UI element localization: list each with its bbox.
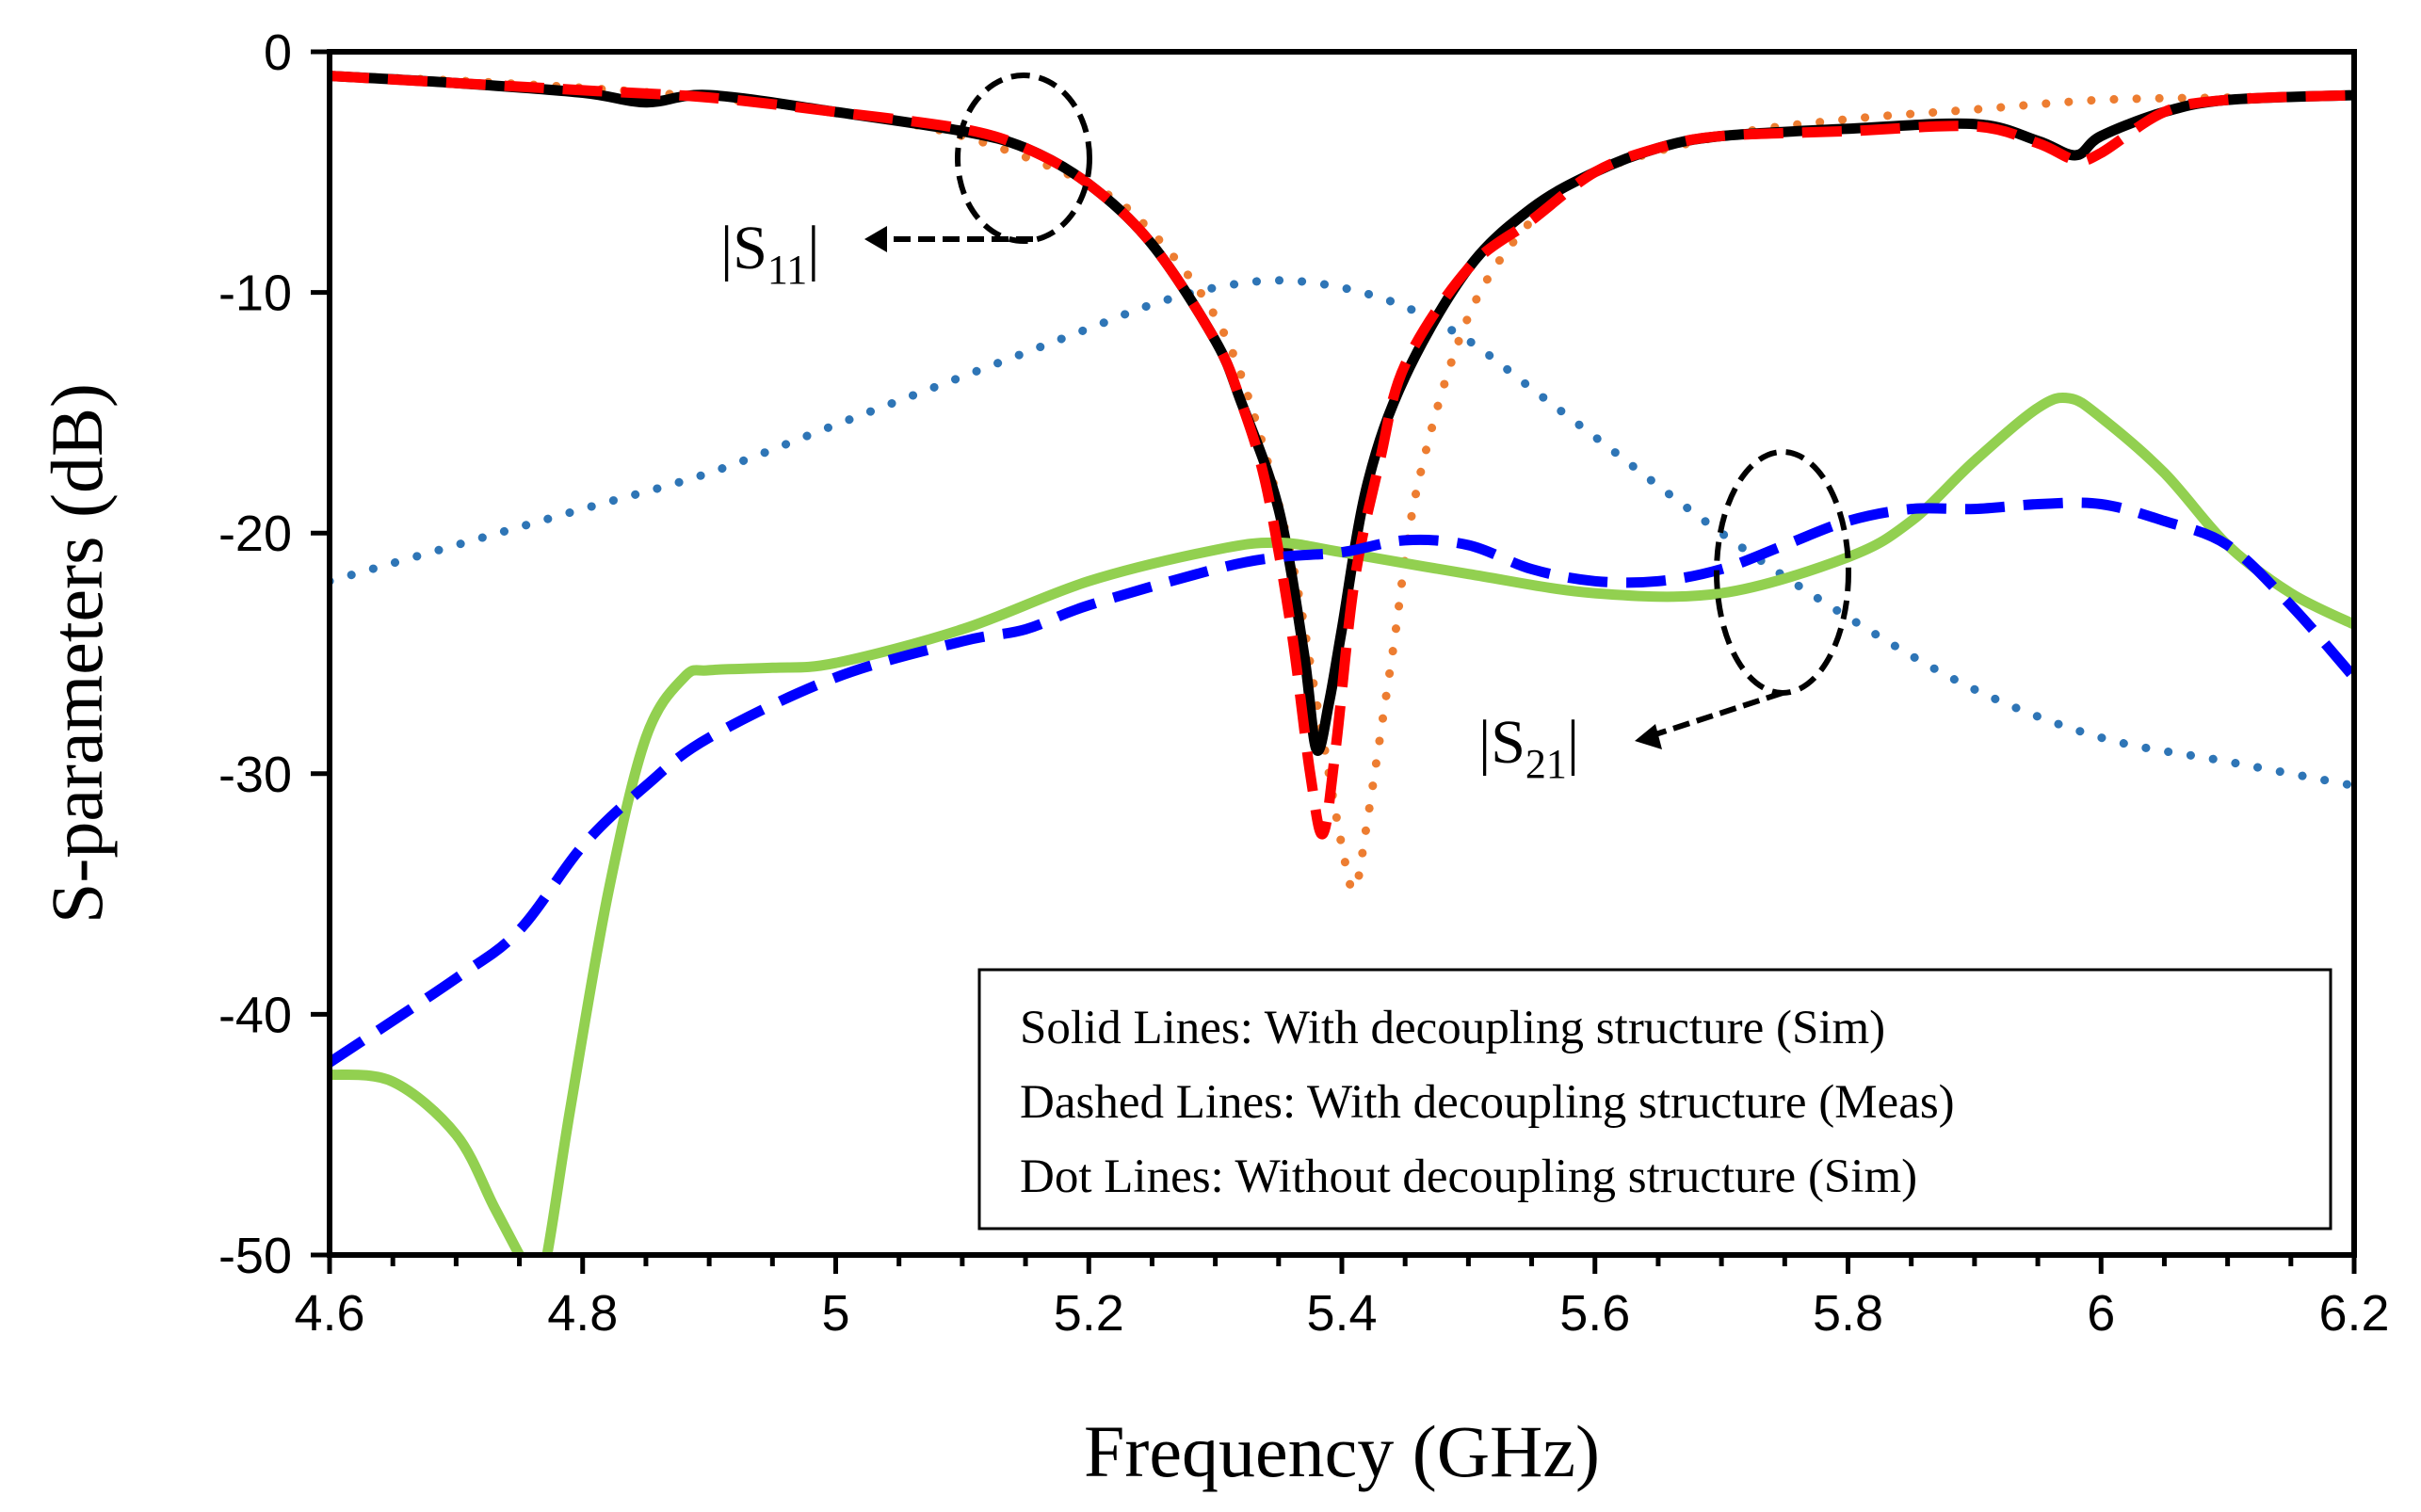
x-tick-label: 5.6 — [1559, 1285, 1630, 1342]
s11-arrowhead — [864, 226, 887, 252]
y-axis-title: S-parameters (dB) — [36, 383, 118, 924]
y-tick-label: -30 — [218, 747, 292, 803]
legend-entry-dotted: Dot Lines: Without decoupling structure … — [1020, 1150, 1917, 1203]
x-axis-ticks: 4.6 4.8 5 5.2 5.4 5.6 5.8 6 6.2 — [294, 1255, 2390, 1342]
legend-entry-solid: Solid Lines: With decoupling structure (… — [1020, 1002, 1885, 1054]
y-tick-label: -20 — [218, 506, 292, 562]
y-axis-ticks: 0 -10 -20 -30 -40 -50 — [218, 24, 330, 1284]
x-tick-label: 4.8 — [547, 1285, 618, 1342]
s11-callout: |S11| — [720, 72, 1092, 293]
series-line-5 — [330, 276, 2354, 791]
x-tick-label: 6.2 — [2318, 1285, 2389, 1342]
s21-callout: |S21| — [1478, 449, 1851, 787]
y-tick-label: -40 — [218, 987, 292, 1043]
series-line-3 — [330, 392, 2354, 1255]
legend-box — [977, 968, 2332, 1231]
series-line-4 — [330, 497, 2354, 1068]
plot-frame — [327, 49, 2357, 1258]
x-tick-label: 4.6 — [294, 1285, 364, 1342]
y-tick-label: 0 — [264, 24, 292, 81]
series-line-1 — [330, 71, 2354, 840]
x-tick-label: 5.4 — [1306, 1285, 1377, 1342]
legend: Solid Lines: With decoupling structure (… — [977, 968, 2332, 1231]
x-axis-title: Frequency (GHz) — [1084, 1410, 1600, 1492]
s21-arrowhead — [1635, 724, 1662, 749]
x-tick-label: 5 — [821, 1285, 849, 1342]
s21-arrow-line — [1649, 690, 1783, 739]
legend-entry-dashed: Dashed Lines: With decoupling structure … — [1020, 1076, 1955, 1129]
y-tick-label: -10 — [218, 265, 292, 322]
series-layer — [330, 71, 2354, 1255]
y-tick-label: -50 — [218, 1228, 292, 1284]
x-tick-label: 6 — [2087, 1285, 2115, 1342]
x-tick-label: 5.2 — [1054, 1285, 1124, 1342]
s21-label: |S21| — [1478, 708, 1579, 787]
x-tick-label: 5.8 — [1813, 1285, 1883, 1342]
series-line-2 — [330, 72, 2354, 894]
s11-label: |S11| — [720, 214, 820, 293]
